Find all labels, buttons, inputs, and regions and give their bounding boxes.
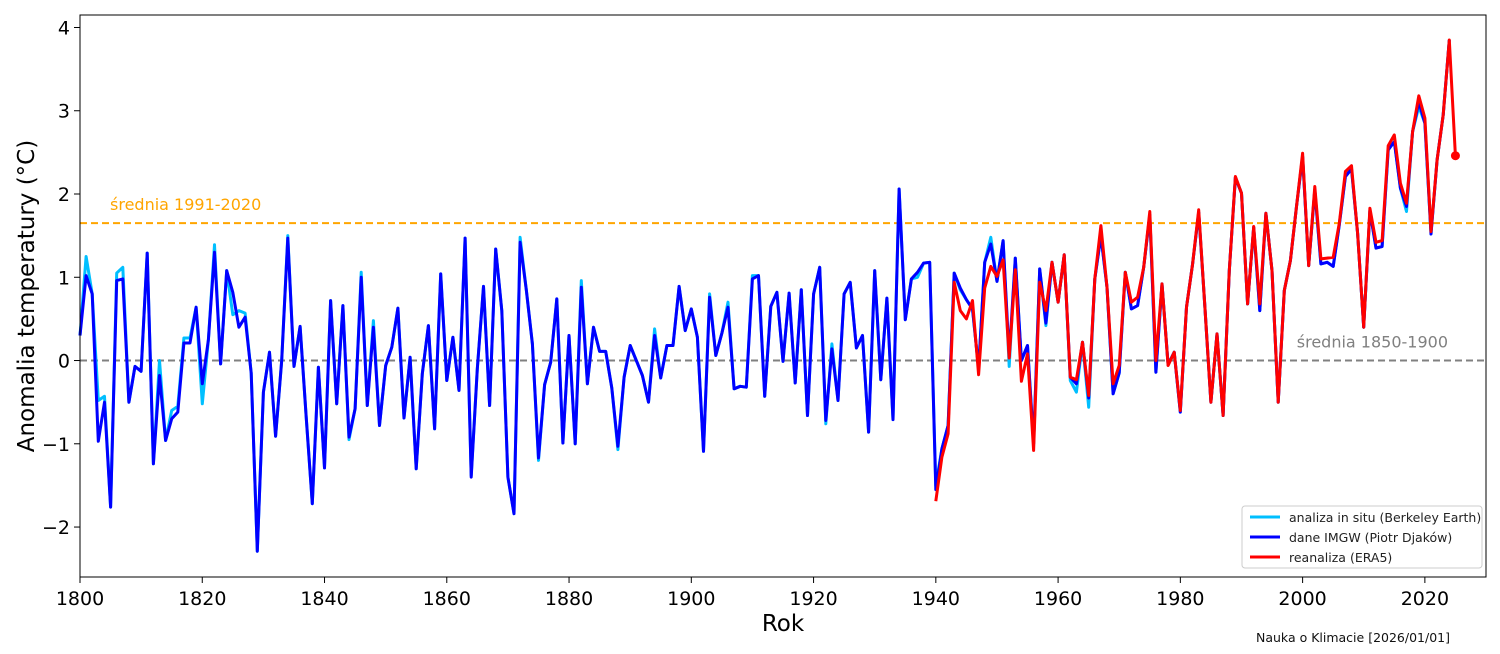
x-tick-label: 1820 bbox=[178, 588, 226, 610]
legend: analiza in situ (Berkeley Earth) dane IM… bbox=[1241, 505, 1483, 569]
x-tick-label: 1940 bbox=[912, 588, 960, 610]
x-tick-label: 2000 bbox=[1278, 588, 1326, 610]
x-axis-label: Rok bbox=[762, 611, 805, 637]
footer-credit: Nauka o Klimacie [2026/01/01] bbox=[1256, 630, 1450, 645]
last-point-marker bbox=[1450, 151, 1460, 161]
legend-label-imgw: dane IMGW (Piotr Djaków) bbox=[1289, 530, 1452, 545]
y-tick-label: 3 bbox=[58, 101, 70, 123]
y-tick-label: 4 bbox=[58, 17, 70, 39]
series-line-1 bbox=[78, 39, 1451, 553]
y-tick-label: −1 bbox=[42, 434, 70, 456]
y-axis: −2 −1 0 1 2 3 4 bbox=[42, 17, 80, 539]
y-tick-label: 2 bbox=[58, 184, 70, 206]
legend-label-berkeley: analiza in situ (Berkeley Earth) bbox=[1289, 510, 1481, 525]
y-tick-label: 0 bbox=[58, 351, 70, 373]
x-tick-label: 2020 bbox=[1401, 588, 1449, 610]
reference-lines bbox=[80, 222, 1486, 362]
x-axis: 1800 1820 1840 1860 1880 1900 1920 1940 1960 1980… bbox=[56, 577, 1449, 610]
x-tick-label: 1960 bbox=[1034, 588, 1082, 610]
x-tick-label: 1800 bbox=[56, 588, 104, 610]
series-lines bbox=[78, 38, 1460, 553]
x-tick-label: 1880 bbox=[545, 588, 593, 610]
y-axis-label: Anomalia temperatury (°C) bbox=[14, 140, 40, 452]
plot-frame bbox=[79, 14, 1487, 578]
x-tick-label: 1980 bbox=[1156, 588, 1204, 610]
x-tick-label: 1840 bbox=[300, 588, 348, 610]
reference-label-1850-1900: średnia 1850-1900 bbox=[1297, 333, 1448, 352]
x-tick-label: 1900 bbox=[667, 588, 715, 610]
reference-label-1991-2020: średnia 1991-2020 bbox=[110, 195, 261, 214]
x-tick-label: 1920 bbox=[789, 588, 837, 610]
x-tick-label: 1860 bbox=[423, 588, 471, 610]
y-tick-label: 1 bbox=[58, 267, 70, 289]
legend-box bbox=[1241, 505, 1483, 569]
series-line-2 bbox=[934, 38, 1457, 502]
legend-label-era5: reanaliza (ERA5) bbox=[1289, 550, 1392, 565]
y-tick-label: −2 bbox=[42, 517, 70, 539]
